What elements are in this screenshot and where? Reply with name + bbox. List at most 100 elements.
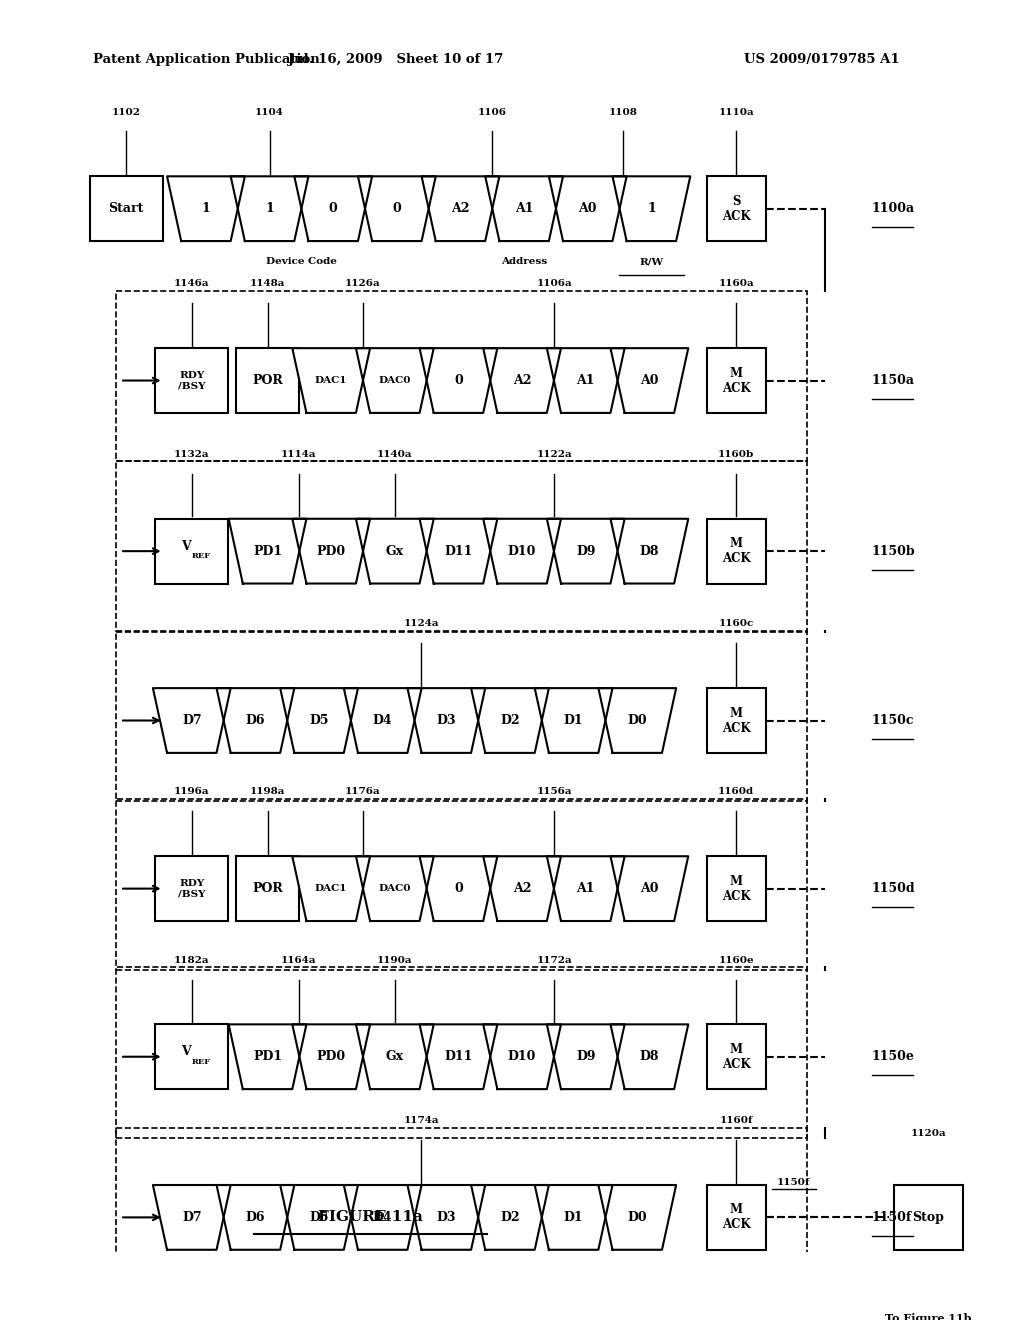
FancyBboxPatch shape <box>236 857 299 921</box>
Text: 1148a: 1148a <box>250 280 286 288</box>
Polygon shape <box>610 1024 688 1089</box>
Text: 1160f: 1160f <box>720 1117 753 1125</box>
Text: A0: A0 <box>579 202 597 215</box>
Polygon shape <box>420 519 498 583</box>
Text: 1: 1 <box>265 202 274 215</box>
Text: 1102: 1102 <box>112 107 140 116</box>
Text: 1150f: 1150f <box>777 1179 810 1188</box>
FancyBboxPatch shape <box>156 1024 228 1089</box>
Text: 1104: 1104 <box>255 107 284 116</box>
Polygon shape <box>408 688 485 752</box>
Polygon shape <box>153 1185 230 1250</box>
FancyBboxPatch shape <box>707 177 766 242</box>
Polygon shape <box>483 348 561 413</box>
Polygon shape <box>281 1185 358 1250</box>
Text: DAC0: DAC0 <box>379 376 411 385</box>
Text: Start: Start <box>109 202 143 215</box>
FancyBboxPatch shape <box>707 1024 766 1089</box>
FancyBboxPatch shape <box>236 348 299 413</box>
Text: 1150c: 1150c <box>871 714 914 727</box>
FancyBboxPatch shape <box>707 857 766 921</box>
Text: PD0: PD0 <box>316 545 346 557</box>
Text: 0: 0 <box>454 374 463 387</box>
Polygon shape <box>292 1024 370 1089</box>
Text: 1176a: 1176a <box>345 788 380 796</box>
FancyBboxPatch shape <box>707 1185 766 1250</box>
Polygon shape <box>598 1185 676 1250</box>
Text: 1140a: 1140a <box>377 450 413 459</box>
Text: D5: D5 <box>309 1210 329 1224</box>
Text: M
ACK: M ACK <box>722 875 751 903</box>
Polygon shape <box>356 857 434 921</box>
Text: RDY
/BSY: RDY /BSY <box>178 879 206 899</box>
Text: M
ACK: M ACK <box>722 706 751 734</box>
Polygon shape <box>547 348 625 413</box>
Text: 0: 0 <box>329 202 338 215</box>
Text: DAC1: DAC1 <box>315 376 347 385</box>
Polygon shape <box>216 688 294 752</box>
Polygon shape <box>610 519 688 583</box>
Text: 0: 0 <box>454 882 463 895</box>
Text: A2: A2 <box>513 374 531 387</box>
Text: Patent Application Publication: Patent Application Publication <box>93 53 319 66</box>
Text: D2: D2 <box>500 714 520 727</box>
Text: 1122a: 1122a <box>537 450 572 459</box>
Text: 1150f: 1150f <box>871 1210 911 1224</box>
Text: D8: D8 <box>640 1051 659 1063</box>
Polygon shape <box>547 519 625 583</box>
Text: 1120a: 1120a <box>910 1129 946 1138</box>
Text: To Figure 11b: To Figure 11b <box>885 1313 972 1320</box>
Text: 1132a: 1132a <box>174 450 210 459</box>
Text: D10: D10 <box>508 545 537 557</box>
Text: 1196a: 1196a <box>174 788 210 796</box>
Polygon shape <box>344 1185 422 1250</box>
Text: 1106a: 1106a <box>537 280 572 288</box>
Text: 1108: 1108 <box>608 107 638 116</box>
Text: A2: A2 <box>513 882 531 895</box>
Text: D3: D3 <box>436 1210 456 1224</box>
Text: FIGURE 11a: FIGURE 11a <box>318 1210 423 1225</box>
Polygon shape <box>483 1024 561 1089</box>
Text: R/W: R/W <box>639 257 664 267</box>
Text: D3: D3 <box>436 714 456 727</box>
Polygon shape <box>228 1024 306 1089</box>
Text: REF: REF <box>191 552 211 560</box>
Polygon shape <box>471 688 549 752</box>
Polygon shape <box>549 177 627 242</box>
Text: 1114a: 1114a <box>282 450 316 459</box>
Text: D4: D4 <box>373 714 392 727</box>
Text: 1160c: 1160c <box>719 619 754 628</box>
Polygon shape <box>535 688 612 752</box>
Text: 1160d: 1160d <box>718 788 755 796</box>
Text: 1110a: 1110a <box>719 107 754 116</box>
Polygon shape <box>420 1024 498 1089</box>
Text: M
ACK: M ACK <box>722 1043 751 1071</box>
Text: A1: A1 <box>577 882 595 895</box>
FancyBboxPatch shape <box>707 519 766 583</box>
Text: A1: A1 <box>577 374 595 387</box>
Text: D4: D4 <box>373 1210 392 1224</box>
Text: 1198a: 1198a <box>250 788 286 796</box>
Text: D9: D9 <box>575 1051 596 1063</box>
Text: D7: D7 <box>182 714 202 727</box>
Text: 1150a: 1150a <box>871 374 914 387</box>
Text: D1: D1 <box>564 714 584 727</box>
Polygon shape <box>471 1185 549 1250</box>
Text: D11: D11 <box>444 545 473 557</box>
Text: Stop: Stop <box>912 1210 944 1224</box>
Polygon shape <box>292 519 370 583</box>
Text: 1150b: 1150b <box>871 545 915 557</box>
Text: M
ACK: M ACK <box>722 1204 751 1232</box>
Polygon shape <box>292 348 370 413</box>
Text: 1150e: 1150e <box>871 1051 914 1063</box>
Polygon shape <box>610 857 688 921</box>
Polygon shape <box>216 1185 294 1250</box>
Polygon shape <box>485 177 563 242</box>
Text: 1106: 1106 <box>477 107 506 116</box>
Text: 1126a: 1126a <box>345 280 380 288</box>
Text: 1182a: 1182a <box>174 956 210 965</box>
Text: A0: A0 <box>640 374 658 387</box>
Text: 1100a: 1100a <box>871 202 914 215</box>
Text: Gx: Gx <box>386 1051 403 1063</box>
Text: D10: D10 <box>508 1051 537 1063</box>
